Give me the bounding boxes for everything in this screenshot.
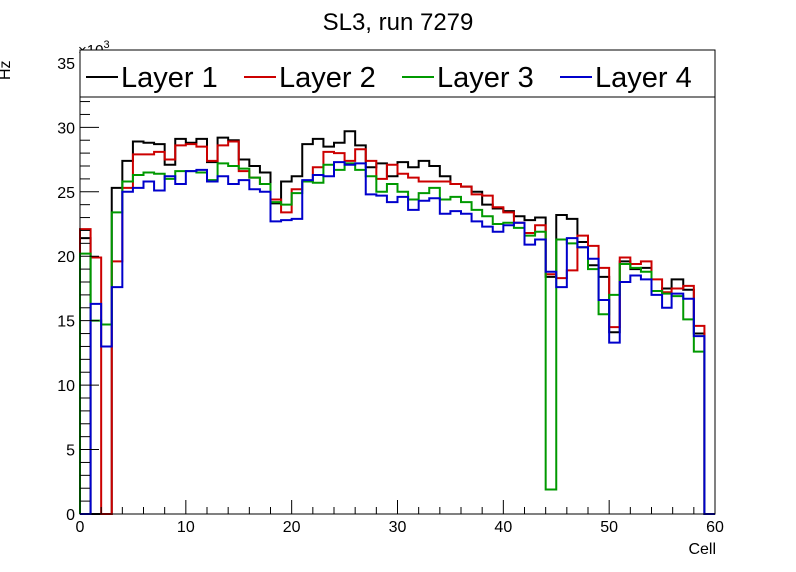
y-tick-label: 15 [57, 314, 75, 331]
y-tick-label: 0 [66, 507, 75, 524]
y-axis-label: Hz [0, 60, 14, 80]
legend-label-1: Layer 1 [121, 62, 218, 94]
y-tick-label: 30 [57, 120, 75, 137]
y-tick-label: 20 [57, 249, 75, 266]
y-tick-label: 35 [57, 56, 75, 73]
x-tick-label: 30 [389, 519, 407, 536]
x-tick-label: 0 [76, 519, 85, 536]
y-tick-label: 25 [57, 185, 75, 202]
x-tick-label: 60 [706, 519, 724, 536]
series-group [79, 130, 715, 515]
x-tick-label: 20 [283, 519, 301, 536]
legend-label-3: Layer 3 [437, 62, 534, 94]
x-tick-label: 50 [600, 519, 618, 536]
y-multiplier-exponent: 3 [103, 39, 109, 51]
legend-label-4: Layer 4 [595, 62, 692, 94]
legend: Layer 1 Layer 2 Layer 3 Layer 4 [79, 49, 716, 98]
chart-title: SL3, run 7279 [323, 9, 474, 36]
legend-label-2: Layer 2 [279, 62, 376, 94]
x-tick-label: 10 [177, 519, 195, 536]
y-tick-label: 10 [57, 378, 75, 395]
axes-group: 0 10 20 30 40 50 60 0 5 10 15 20 25 30 35 [57, 49, 724, 536]
x-axis-label: Cell [688, 541, 716, 558]
x-tick-label: 40 [494, 519, 512, 536]
y-tick-label: 5 [66, 443, 75, 460]
series-line-4 [80, 161, 715, 515]
legend-box [79, 49, 716, 98]
